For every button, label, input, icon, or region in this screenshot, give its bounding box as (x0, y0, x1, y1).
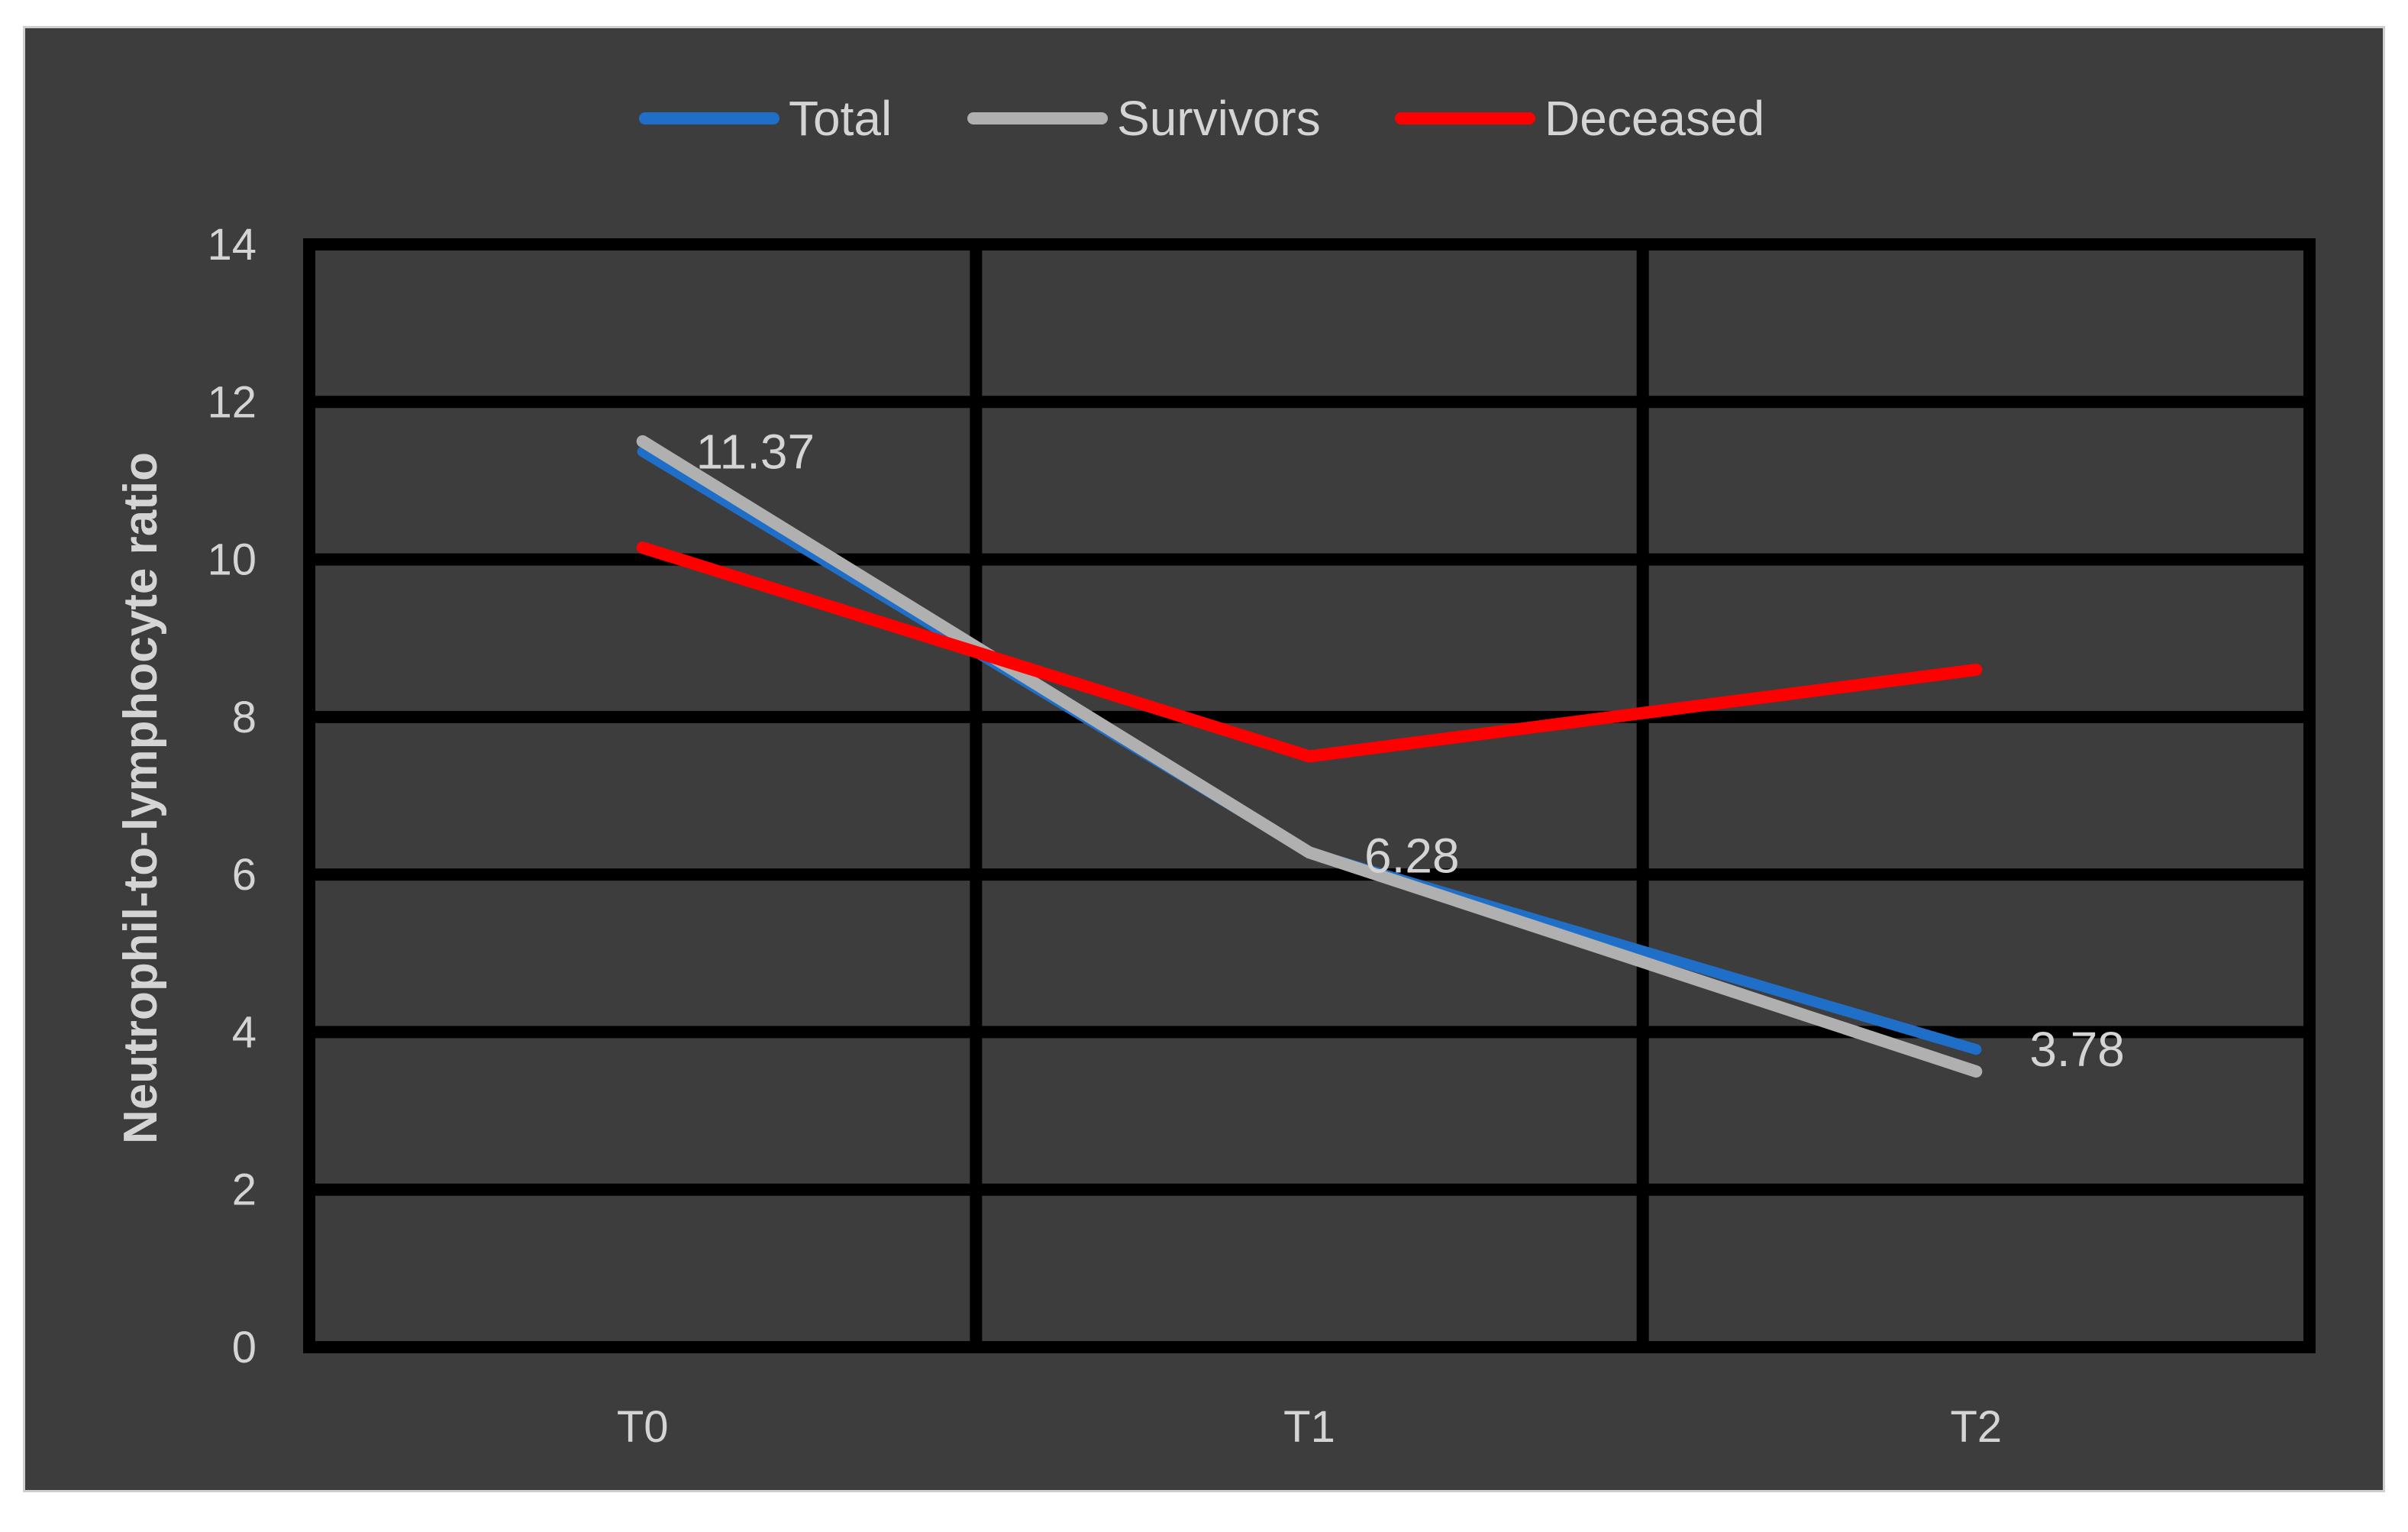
x-tick-label-t1: T1 (1283, 1402, 1335, 1452)
y-axis-label: Neutrophil-to-lymphocyte ratio (115, 452, 167, 1144)
legend-label-total: Total (789, 91, 892, 146)
series-line-survivors (636, 435, 1983, 1078)
data-label-total-t1: 6.28 (1364, 828, 1460, 883)
series-line-deceased (636, 541, 1983, 763)
data-labels: 11.37 6.28 3.78 (696, 424, 2125, 1077)
data-label-total-t2: 3.78 (2029, 1022, 2125, 1077)
legend: Total Survivors Deceased (639, 91, 1764, 146)
grid (303, 238, 2316, 1353)
y-tick-label-8: 8 (232, 693, 257, 742)
y-tick-label-10: 10 (207, 535, 257, 585)
chart-frame (23, 26, 2385, 1492)
y-tick-label-6: 6 (232, 850, 257, 900)
data-label-total-t0: 11.37 (696, 424, 815, 479)
x-axis-ticks: T0 T1 T2 (617, 1402, 2002, 1452)
x-tick-label-t2: T2 (1950, 1402, 2002, 1452)
y-tick-label-2: 2 (232, 1165, 257, 1215)
y-tick-label-0: 0 (232, 1323, 257, 1372)
legend-label-survivors: Survivors (1117, 91, 1321, 146)
y-tick-label-12: 12 (207, 377, 257, 427)
y-tick-label-14: 14 (207, 220, 257, 270)
y-axis-ticks: 0 2 4 6 8 10 12 14 (207, 220, 257, 1372)
legend-label-deceased: Deceased (1545, 91, 1764, 146)
x-tick-label-t0: T0 (617, 1402, 669, 1452)
y-tick-label-4: 4 (232, 1007, 257, 1057)
series-lines (636, 435, 1983, 1078)
